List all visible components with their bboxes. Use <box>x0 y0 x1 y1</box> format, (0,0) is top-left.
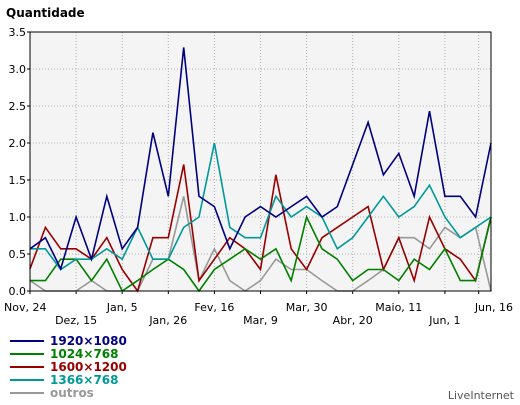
x-tick-label: Jun, 16 <box>474 301 513 314</box>
y-axis-title: Quantidade <box>6 6 85 20</box>
y-tick-label: 0.5 <box>9 248 27 261</box>
legend-label: outros <box>50 386 94 400</box>
y-tick-label: 0.0 <box>9 285 27 298</box>
x-tick-label: Jan, 5 <box>106 301 138 314</box>
legend-label: 1600×1200 <box>50 360 127 374</box>
legend-label: 1024×768 <box>50 347 119 361</box>
series-line <box>29 47 492 271</box>
series-line <box>29 164 492 293</box>
y-tick-label: 1.0 <box>9 211 27 224</box>
x-tick-label: Nov, 24 <box>4 301 46 314</box>
x-tick-label: Dez, 15 <box>55 314 97 327</box>
legend-label: 1920×1080 <box>50 334 127 348</box>
x-tick-label: Jun, 1 <box>428 314 460 327</box>
credit-label: LiveInternet <box>448 389 515 402</box>
x-ticks: Nov, 24 Jan, 5 Fev, 16 Mar, 30 Maio, 11 Jun, … <box>4 291 513 327</box>
y-tick-label: 3.0 <box>9 63 27 76</box>
y-tick-label: 1.5 <box>9 174 27 187</box>
y-tick-label: 2.0 <box>9 137 27 150</box>
plot-frame <box>29 31 492 292</box>
y-tick-label: 2.5 <box>9 100 27 113</box>
x-tick-label: Mar, 9 <box>243 314 278 327</box>
x-tick-label: Mar, 30 <box>286 301 328 314</box>
y-ticks: 0.0 0.5 1.0 1.5 2.0 2.5 3.0 3.5 <box>9 26 30 298</box>
x-tick-label: Maio, 11 <box>375 301 422 314</box>
y-tick-label: 3.5 <box>9 26 27 39</box>
grid <box>30 32 491 291</box>
x-tick-label: Jan, 26 <box>148 314 187 327</box>
legend-label: 1366×768 <box>50 373 119 387</box>
x-tick-label: Fev, 16 <box>194 301 234 314</box>
series-line <box>30 214 492 293</box>
x-tick-label: Abr, 20 <box>333 314 373 327</box>
series-line <box>30 142 492 271</box>
